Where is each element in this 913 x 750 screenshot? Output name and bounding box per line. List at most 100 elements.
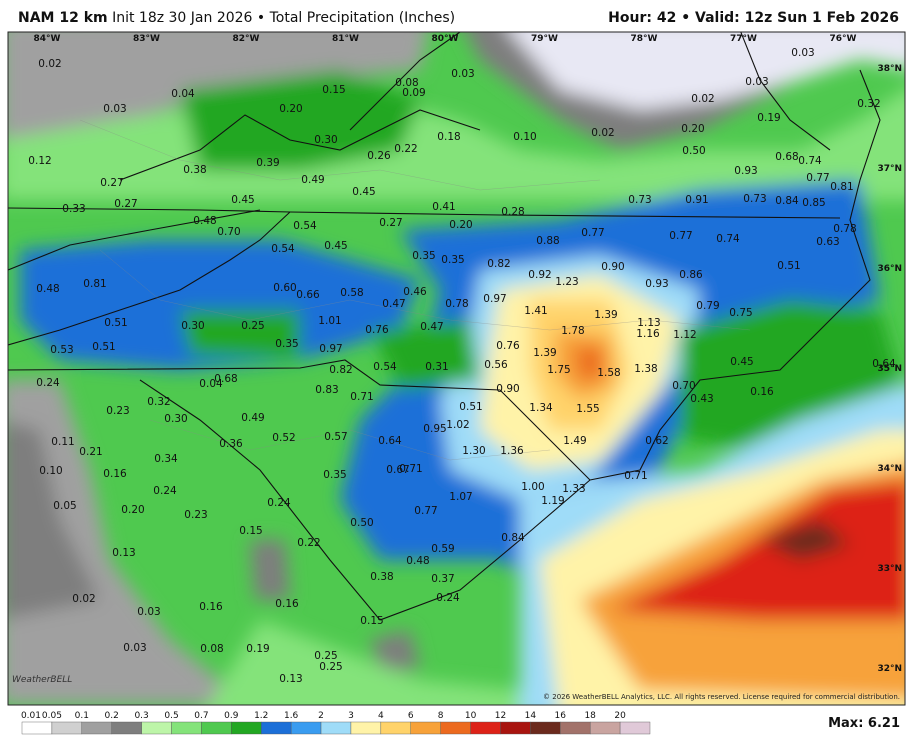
value-label: 0.53 [50, 344, 73, 356]
value-label: 0.52 [272, 432, 295, 444]
value-label: 0.36 [219, 438, 243, 450]
legend-swatch [51, 721, 83, 735]
legend-label: 0.2 [105, 711, 119, 721]
value-label: 0.60 [273, 282, 296, 294]
value-label: 0.91 [685, 194, 708, 206]
legend-label: 4 [378, 711, 384, 721]
value-label: 0.45 [324, 240, 347, 252]
legend-label: 0.7 [194, 711, 208, 721]
value-label: 0.92 [528, 269, 551, 281]
legend-swatch [141, 721, 172, 735]
value-label: 1.33 [562, 483, 585, 495]
legend-label: 20 [614, 711, 626, 721]
value-label: 0.78 [445, 298, 468, 310]
value-label: 0.35 [323, 469, 346, 481]
value-label: 0.86 [679, 269, 703, 281]
max-value: Max: 6.21 [828, 716, 900, 731]
legend-swatch [440, 721, 471, 735]
value-label: 0.09 [402, 87, 425, 99]
value-label: 0.24 [436, 592, 460, 604]
value-label: 0.95 [423, 423, 446, 435]
value-label: 0.71 [399, 463, 422, 475]
value-label: 0.71 [624, 470, 647, 482]
value-label: 0.03 [103, 103, 126, 115]
value-label: 0.30 [181, 320, 204, 332]
value-label: 0.27 [114, 198, 137, 210]
value-label: 0.67 [386, 464, 409, 476]
value-label: 0.19 [757, 112, 780, 124]
legend-label: 0.05 [42, 711, 62, 721]
value-label: 0.20 [279, 103, 302, 115]
legend-swatch [589, 721, 621, 735]
value-label: 0.46 [403, 286, 427, 298]
value-label: 0.02 [72, 593, 95, 605]
value-label: 0.77 [669, 230, 692, 242]
header-left: NAM 12 km Init 18z 30 Jan 2026 • Total P… [18, 10, 455, 26]
latitude-label: 33°N [877, 564, 902, 574]
value-label: 1.23 [555, 276, 578, 288]
value-label: 0.30 [164, 413, 187, 425]
value-label: 0.93 [645, 278, 668, 290]
legend-swatch [171, 721, 202, 735]
value-label: 1.12 [673, 329, 696, 341]
value-label: 0.08 [200, 643, 223, 655]
legend-swatch [530, 721, 561, 735]
value-label: 0.10 [513, 131, 536, 143]
value-label: 1.07 [449, 491, 472, 503]
legend-label: 10 [465, 711, 477, 721]
latitude-label: 38°N [877, 64, 902, 74]
legend-label: 0.5 [164, 711, 178, 721]
legend-swatch [201, 721, 232, 735]
legend-swatch [81, 721, 112, 735]
legend-swatch [261, 721, 292, 735]
value-label: 0.64 [872, 358, 896, 370]
legend-label: 8 [438, 711, 444, 721]
legend-swatch [470, 721, 501, 735]
value-label: 0.38 [183, 164, 206, 176]
value-label: 0.77 [414, 505, 437, 517]
value-label: 0.73 [628, 194, 651, 206]
value-label: 0.23 [184, 509, 207, 521]
value-label: 0.45 [730, 356, 753, 368]
value-label: 0.15 [322, 84, 345, 96]
value-label: 0.15 [239, 525, 262, 537]
value-label: 0.18 [437, 131, 460, 143]
longitude-label: 83°W [133, 34, 160, 44]
value-label: 0.11 [51, 436, 74, 448]
value-label: 0.47 [382, 298, 405, 310]
longitude-label: 81°W [332, 34, 359, 44]
legend-swatch [231, 721, 262, 735]
longitude-label: 79°W [531, 34, 558, 44]
value-label: 1.39 [594, 309, 617, 321]
value-label: 0.63 [816, 236, 839, 248]
legend-swatch [380, 721, 411, 735]
value-label: 0.57 [324, 431, 347, 443]
value-label: 0.10 [39, 465, 62, 477]
value-label: 0.02 [38, 58, 61, 70]
latitude-label: 34°N [877, 464, 902, 474]
value-label: 0.43 [690, 393, 713, 405]
value-label: 0.16 [199, 601, 223, 613]
value-label: 0.82 [487, 258, 510, 270]
value-label: 0.21 [79, 446, 102, 458]
latitude-label: 37°N [877, 164, 902, 174]
value-label: 0.85 [802, 197, 825, 209]
value-label: 0.24 [267, 497, 291, 509]
value-label: 1.01 [318, 315, 341, 327]
value-label: 0.73 [743, 193, 766, 205]
legend-label: 2 [318, 711, 324, 721]
value-label: 0.03 [451, 68, 474, 80]
longitude-label: 82°W [233, 34, 260, 44]
value-label: 0.38 [370, 571, 393, 583]
value-label: 0.54 [271, 243, 295, 255]
value-label: 0.13 [279, 673, 302, 685]
value-label: 0.81 [830, 181, 853, 193]
longitude-label: 84°W [34, 34, 61, 44]
precip-field [8, 32, 905, 705]
value-label: 0.74 [798, 155, 822, 167]
value-label: 0.08 [395, 77, 418, 89]
value-label: 0.77 [806, 172, 829, 184]
model: NAM 12 km [18, 10, 108, 26]
value-label: 0.79 [696, 300, 719, 312]
